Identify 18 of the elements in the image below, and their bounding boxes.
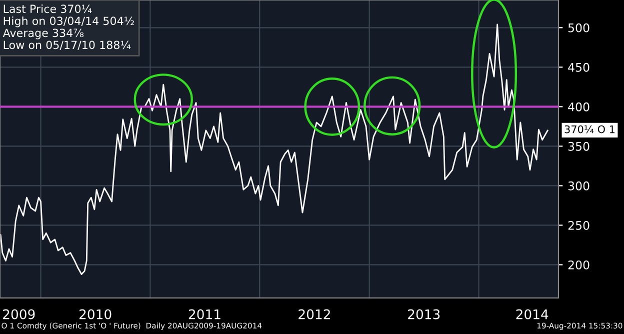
x-tick-label: 2013 xyxy=(408,309,440,320)
y-tick-label: 350 xyxy=(568,142,590,151)
annotation: Low on 05/17/10 188¼ xyxy=(4,40,131,50)
y-tick-label: 300 xyxy=(568,181,590,190)
x-tick-label: 2010 xyxy=(80,309,112,320)
x-tick-label: 2014 xyxy=(516,309,548,320)
y-tick-label: 500 xyxy=(568,23,590,32)
x-tick-label: 2012 xyxy=(298,309,330,320)
x-tick-label: 2009 xyxy=(3,309,35,320)
y-tick-label: 400 xyxy=(568,102,590,112)
annotation: High on 03/04/14 504½ xyxy=(4,16,134,28)
annotation: Last Price 370¼ xyxy=(4,4,92,14)
y-tick-label: 250 xyxy=(568,220,590,230)
y-tick-label: 200 xyxy=(568,260,590,270)
annotation: Average 334⅞ xyxy=(2,28,84,40)
annotation: 370¼ O 1 xyxy=(564,125,614,134)
y-tick-label: 450 xyxy=(568,62,590,72)
x-tick-label: 2011 xyxy=(188,309,220,320)
